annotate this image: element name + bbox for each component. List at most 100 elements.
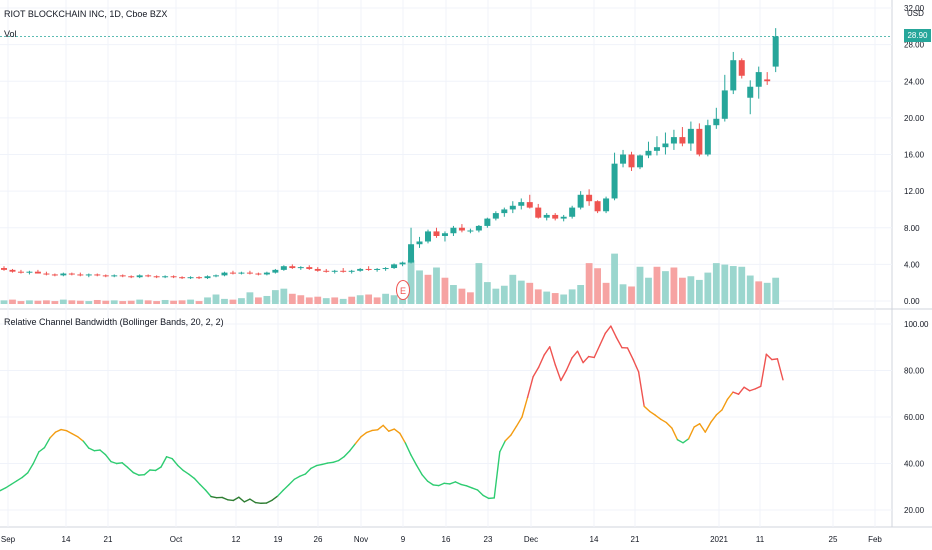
rcb-line-segment [249,498,257,504]
candle-body [458,227,465,231]
earnings-marker[interactable]: E [396,280,410,300]
rcb-line-segment [326,461,334,464]
candle-body [9,269,16,272]
rcb-line-segment [299,473,307,477]
volume-bar [653,266,661,304]
volume-bar [382,293,389,304]
rcb-line-segment [115,462,123,465]
candle-body [569,207,576,217]
rcb-line-segment [177,464,184,472]
price-tick-label: 0.00 [904,297,920,306]
candle-body [696,128,703,155]
price-axis[interactable]: 0.00 4.00 8.00 12.00 16.00 20.00 24.00 28.00 32.… [904,4,929,515]
candle-body [475,225,482,231]
time-tick-label: 23 [484,535,493,544]
rcb-line-segment [349,443,357,452]
rcb-line-segment [276,489,284,497]
time-tick-label: 11 [756,535,765,544]
volume-bar [288,293,296,304]
rcb-line-segment [482,494,490,500]
rcb-line-segment [121,462,129,469]
candle-body [306,267,313,269]
rcb-line-segment [771,358,779,361]
rcb-line-segment [471,487,479,491]
volume-bar [772,277,780,304]
rcb-line-segment [343,450,351,458]
volume-label: Vol [4,29,17,39]
candle-body [111,275,118,277]
time-tick-label: Nov [354,535,368,544]
volume-bar [365,294,373,304]
volume-bar [59,299,67,304]
rcb-line-segment [565,357,573,371]
rcb-line-segment [537,354,545,368]
volume-bar [102,300,110,304]
volume-bar [483,282,491,304]
volume-bar [26,300,33,304]
candle-body [136,275,143,278]
time-tick-label: 14 [590,535,599,544]
rcb-line-segment [54,428,62,433]
volume-bar [585,263,593,304]
time-tick-label: 14 [62,535,71,544]
candle-body [26,271,33,273]
candle-body [509,205,516,210]
volume-bar [0,300,8,304]
rcb-line-segment [499,440,507,453]
volume-bar [577,285,585,304]
candle-body [738,60,745,76]
volume-bar [9,299,16,304]
rcb-line-segment [360,431,368,438]
volume-bar [399,297,406,304]
volume-bar [543,291,551,304]
volume-bars [0,253,780,304]
time-tick-label: 19 [274,535,283,544]
candle-body [314,268,321,271]
chart-title: RIOT BLOCKCHAIN INC, 1D, Cboe BZX [4,9,168,19]
candle-body [535,207,542,218]
time-axis[interactable]: Sep 14 21 Oct 12 19 26 Nov 9 16 23 Dec 14 21 2021 11 25 F… [1,535,883,544]
candle-body [670,137,677,144]
price-tick-label: 4.00 [904,260,920,269]
rcb-line-segment [637,371,645,408]
candle-body [17,271,24,273]
candle-body [425,231,431,242]
rcb-line-segment [432,484,440,487]
rcb-line-segment [65,430,73,435]
rcb-line-segment [15,476,23,482]
candle-body [450,227,457,234]
price-tick-label: 20.00 [904,114,925,123]
rcb-line-segment [715,409,723,416]
rcb-line-segment [71,433,79,438]
volume-bar [170,300,177,304]
rcb-line-segment [171,457,179,467]
candle-body [34,271,41,274]
rcb-line-segment [599,332,606,347]
volume-bar [755,281,763,304]
candle-body [102,275,109,277]
time-tick-label: Sep [1,535,16,544]
volume-bar [187,299,194,304]
volume-bar [144,300,152,304]
volume-bar [467,292,474,304]
indicator-tick-label: 100.00 [904,320,929,329]
rcb-line-segment [626,347,634,361]
volume-bar [721,264,729,304]
candle-body [128,276,135,278]
candlesticks [1,28,779,280]
rcb-line-segment [493,451,501,499]
candle-body [518,202,525,206]
volume-bar [127,300,135,304]
candle-body [399,262,406,265]
candle-body [374,268,381,270]
rcb-line-segment [99,449,107,456]
volume-bar [356,295,364,304]
rcb-line-segment [282,484,290,491]
rcb-line-segment [510,425,518,436]
time-tick-label: 25 [829,535,838,544]
rcb-line-segment [504,434,512,442]
candle-body [484,218,491,226]
rcb-line-segment [321,462,329,466]
candle-body [620,154,627,164]
